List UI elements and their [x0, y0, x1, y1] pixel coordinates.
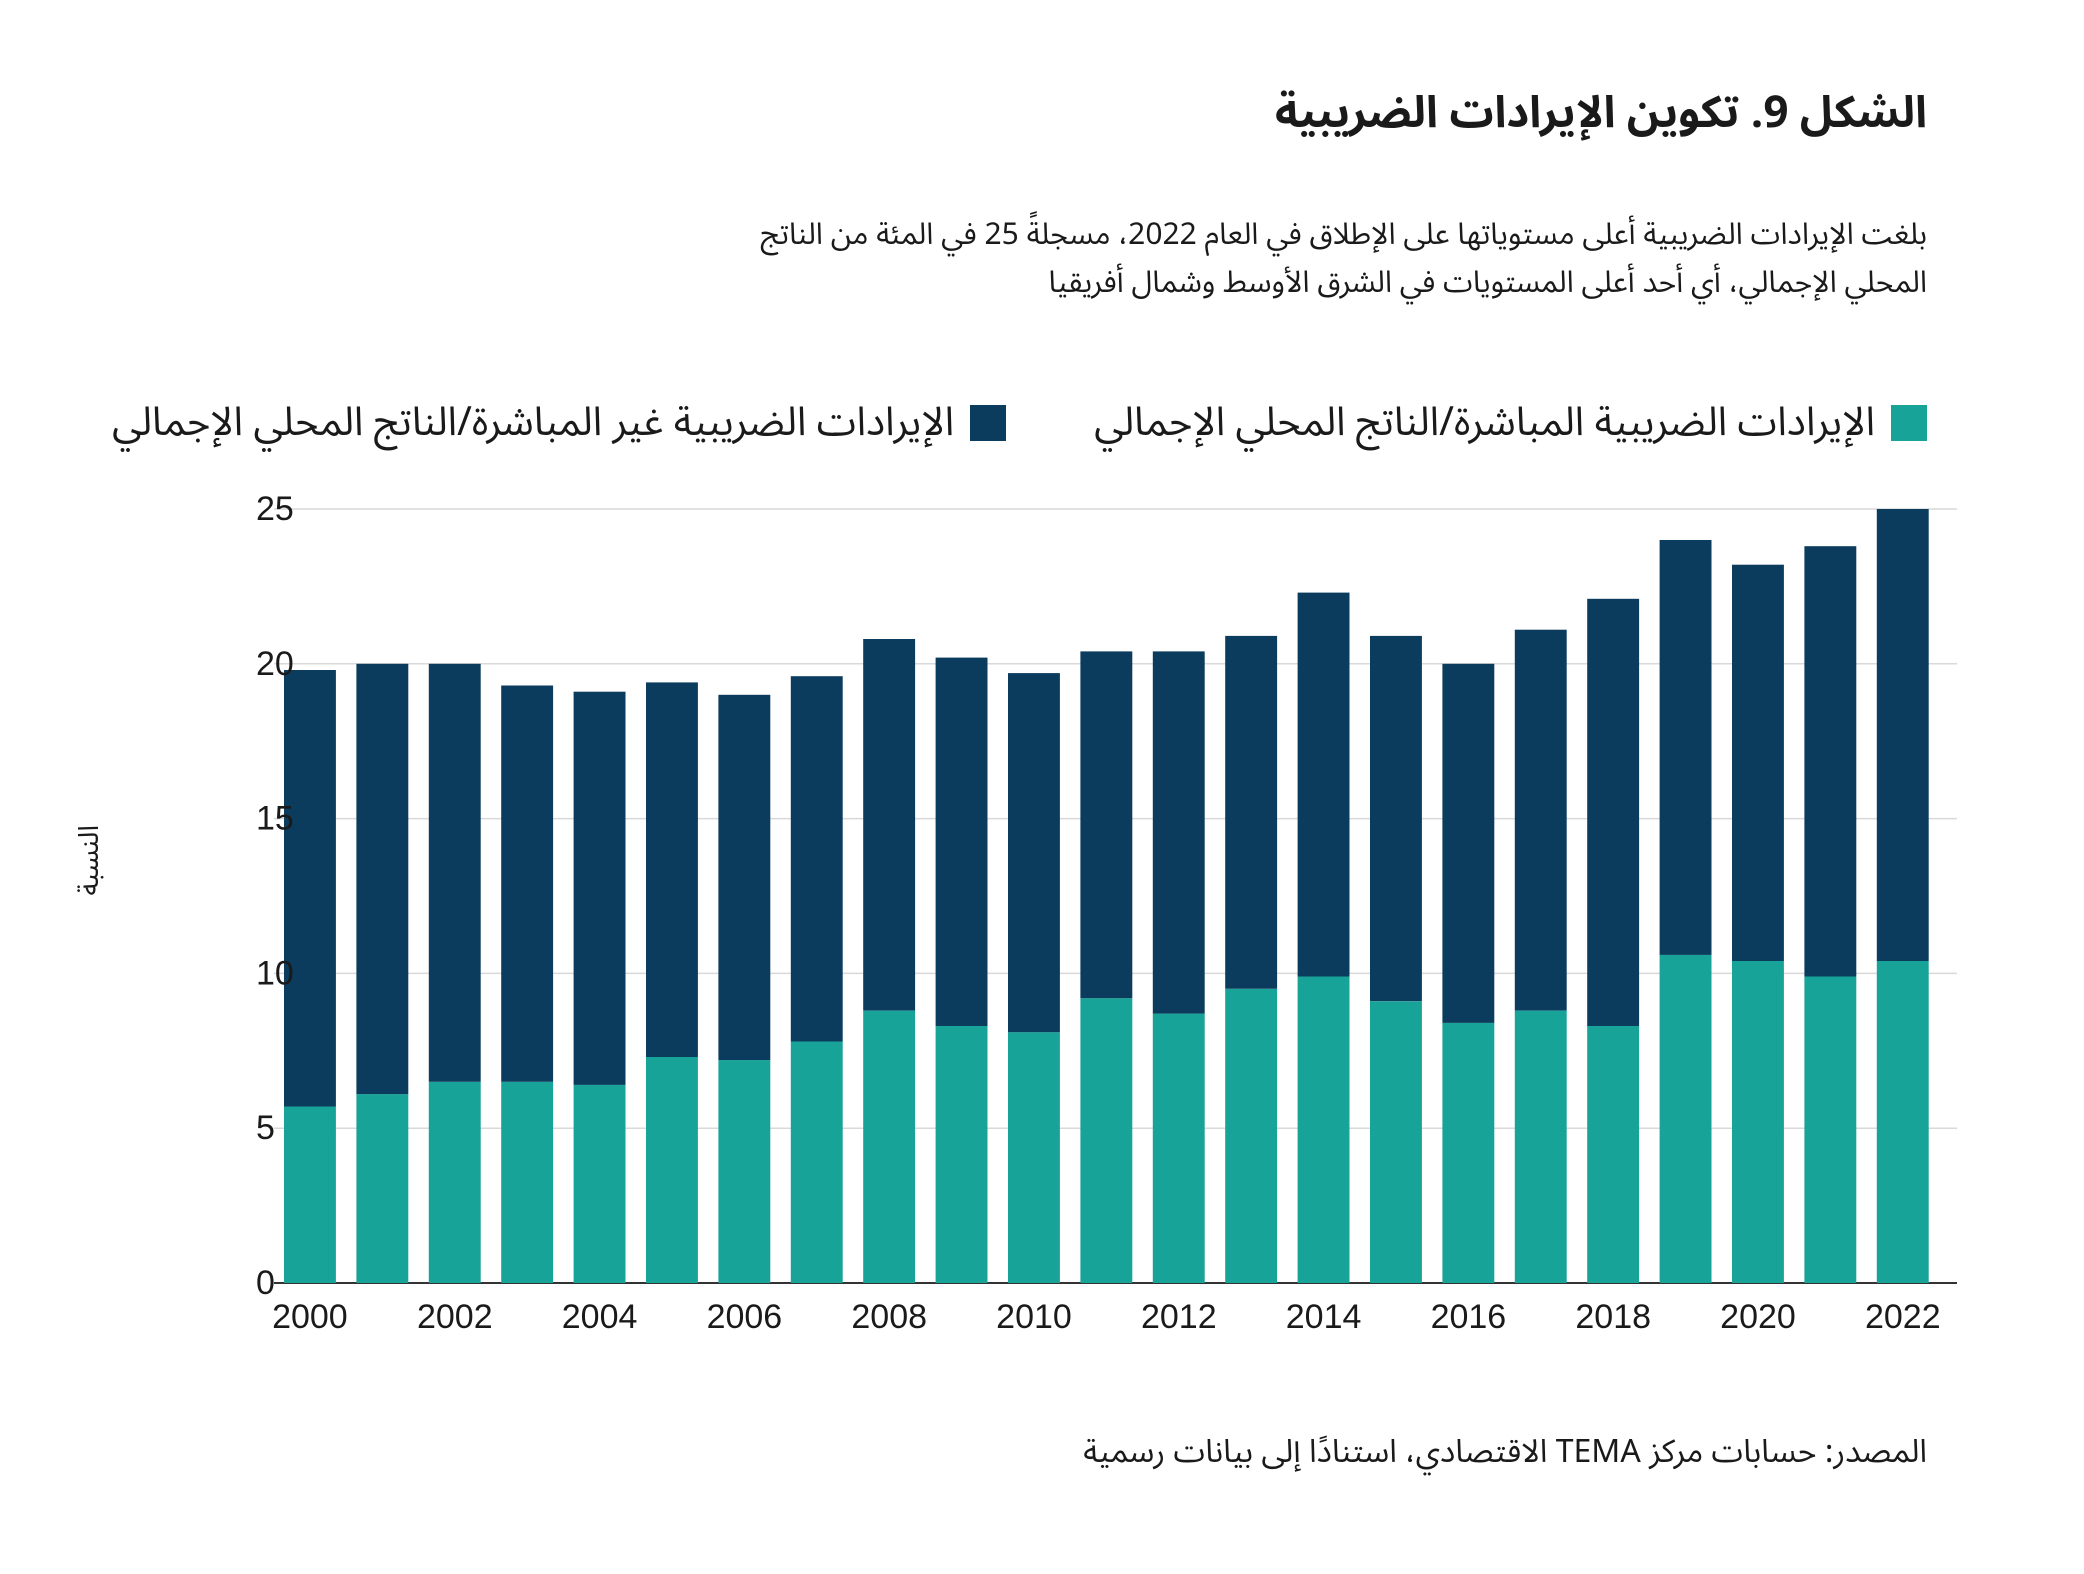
svg-text:5: 5 [256, 1109, 275, 1147]
svg-text:10: 10 [256, 954, 294, 992]
svg-text:2000: 2000 [272, 1298, 348, 1336]
svg-text:25: 25 [256, 490, 294, 528]
svg-text:2002: 2002 [417, 1298, 493, 1336]
svg-text:2016: 2016 [1431, 1298, 1507, 1336]
svg-text:2010: 2010 [996, 1298, 1072, 1336]
svg-text:2018: 2018 [1575, 1298, 1651, 1336]
svg-text:15: 15 [256, 800, 294, 838]
svg-text:2014: 2014 [1286, 1298, 1362, 1336]
svg-text:20: 20 [256, 645, 294, 683]
svg-text:2006: 2006 [707, 1298, 783, 1336]
svg-text:2012: 2012 [1141, 1298, 1217, 1336]
svg-text:2004: 2004 [562, 1298, 638, 1336]
svg-text:0: 0 [256, 1264, 275, 1302]
svg-text:2008: 2008 [851, 1298, 927, 1336]
svg-text:2022: 2022 [1865, 1298, 1941, 1336]
svg-text:2020: 2020 [1720, 1298, 1796, 1336]
